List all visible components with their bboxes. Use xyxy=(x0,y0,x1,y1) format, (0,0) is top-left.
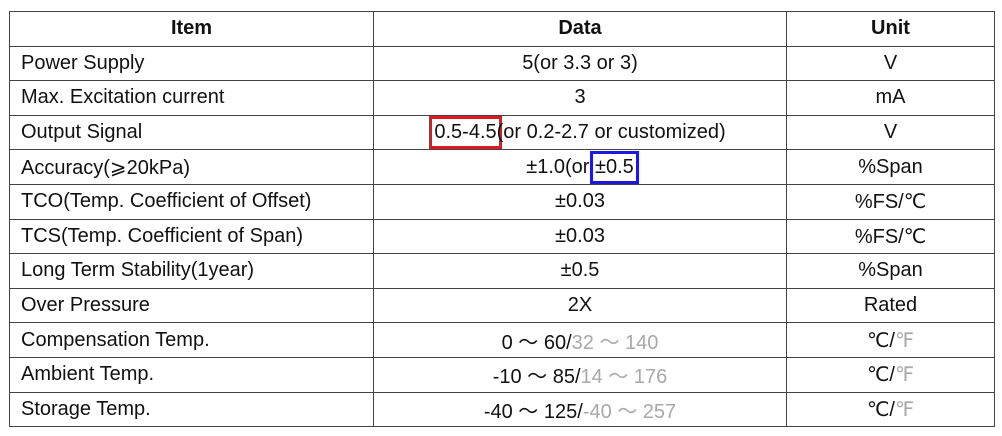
header-unit: Unit xyxy=(786,11,995,47)
row-unit: %FS/℃ xyxy=(786,218,995,255)
highlight-blue-box: ±0.5 xyxy=(590,150,639,184)
highlight-red-box: 0.5-4.5 xyxy=(429,116,502,150)
row-unit: %Span xyxy=(786,149,995,185)
row-data: 0 ～ 60/32 ～ 140 xyxy=(373,322,787,358)
row-item: Output Signal xyxy=(9,114,374,151)
row-data-celsius: -10 ～ 85/ xyxy=(492,366,581,389)
row-item: Long Term Stability(1year) xyxy=(9,253,374,289)
row-data: ±0.03 xyxy=(373,183,787,220)
row-data-rest: (or 0.2-2.7 or customized) xyxy=(496,121,726,144)
row-item: TCS(Temp. Coefficient of Span) xyxy=(9,218,374,255)
row-unit: V xyxy=(786,114,995,151)
row-data: 5(or 3.3 or 3) xyxy=(373,45,787,82)
row-item: Compensation Temp. xyxy=(9,322,374,358)
row-unit: ℃/℉ xyxy=(786,322,995,358)
row-data: -40 ～ 125/-40 ～ 257 xyxy=(373,391,787,428)
unit-fahrenheit: ℉ xyxy=(894,329,915,352)
row-data: 2X xyxy=(373,287,787,324)
table-row: Over Pressure 2X Rated xyxy=(9,287,995,324)
unit-celsius: ℃/ xyxy=(866,398,895,421)
table-row: TCO(Temp. Coefficient of Offset) ±0.03 %… xyxy=(9,183,995,220)
row-data-main: ±1.0(or xyxy=(526,155,595,178)
row-unit: %FS/℃ xyxy=(786,183,995,220)
row-data: 3 xyxy=(373,80,787,116)
row-data: -10 ～ 85/14 ～ 176 xyxy=(373,356,787,393)
row-data-fahrenheit: 32 ～ 140 xyxy=(571,331,659,354)
table-row: Ambient Temp. -10 ～ 85/14 ～ 176 ℃/℉ xyxy=(9,356,995,393)
table-row: Accuracy(⩾20kPa) ±1.0(or ±0.5 %Span xyxy=(9,149,995,185)
row-item: Storage Temp. xyxy=(9,391,374,428)
row-item: Over Pressure xyxy=(9,287,374,324)
row-unit: ℃/℉ xyxy=(786,356,995,393)
row-data-fahrenheit: -40 ～ 257 xyxy=(582,400,677,423)
row-item: Power Supply xyxy=(9,45,374,82)
unit-celsius: ℃/ xyxy=(866,364,895,387)
table-row: Compensation Temp. 0 ～ 60/32 ～ 140 ℃/℉ xyxy=(9,322,995,358)
table-row: Power Supply 5(or 3.3 or 3) V xyxy=(9,45,995,82)
table-row: Long Term Stability(1year) ±0.5 %Span xyxy=(9,253,995,289)
row-data: ±0.5 xyxy=(373,253,787,289)
table-row: Output Signal 0.5-4.5(or 0.2-2.7 or cust… xyxy=(9,114,995,151)
table-row: Storage Temp. -40 ～ 125/-40 ～ 257 ℃/℉ xyxy=(9,391,995,428)
row-unit: V xyxy=(786,45,995,82)
row-unit: Rated xyxy=(786,287,995,324)
header-item: Item xyxy=(9,11,374,47)
row-item: Max. Excitation current xyxy=(9,80,374,116)
row-data-fahrenheit: 14 ～ 176 xyxy=(580,366,668,389)
row-item: TCO(Temp. Coefficient of Offset) xyxy=(9,183,374,220)
spec-table: Item Data Unit Power Supply 5(or 3.3 or … xyxy=(9,11,995,428)
row-data: ±0.03 xyxy=(373,218,787,255)
row-unit: %Span xyxy=(786,253,995,289)
row-data-celsius: 0 ～ 60/ xyxy=(501,331,572,354)
row-unit: mA xyxy=(786,80,995,116)
row-data-celsius: -40 ～ 125/ xyxy=(483,400,583,423)
row-item: Accuracy(⩾20kPa) xyxy=(9,149,374,185)
header-row: Item Data Unit xyxy=(9,11,995,47)
row-data: 0.5-4.5(or 0.2-2.7 or customized) xyxy=(373,114,787,151)
unit-fahrenheit: ℉ xyxy=(894,364,915,387)
table-row: Max. Excitation current 3 mA xyxy=(9,80,995,116)
row-unit: ℃/℉ xyxy=(786,391,995,428)
unit-celsius: ℃/ xyxy=(866,329,895,352)
row-data: ±1.0(or ±0.5 xyxy=(373,149,787,185)
table-row: TCS(Temp. Coefficient of Span) ±0.03 %FS… xyxy=(9,218,995,255)
header-data: Data xyxy=(373,11,787,47)
unit-fahrenheit: ℉ xyxy=(894,398,915,421)
row-item: Ambient Temp. xyxy=(9,356,374,393)
